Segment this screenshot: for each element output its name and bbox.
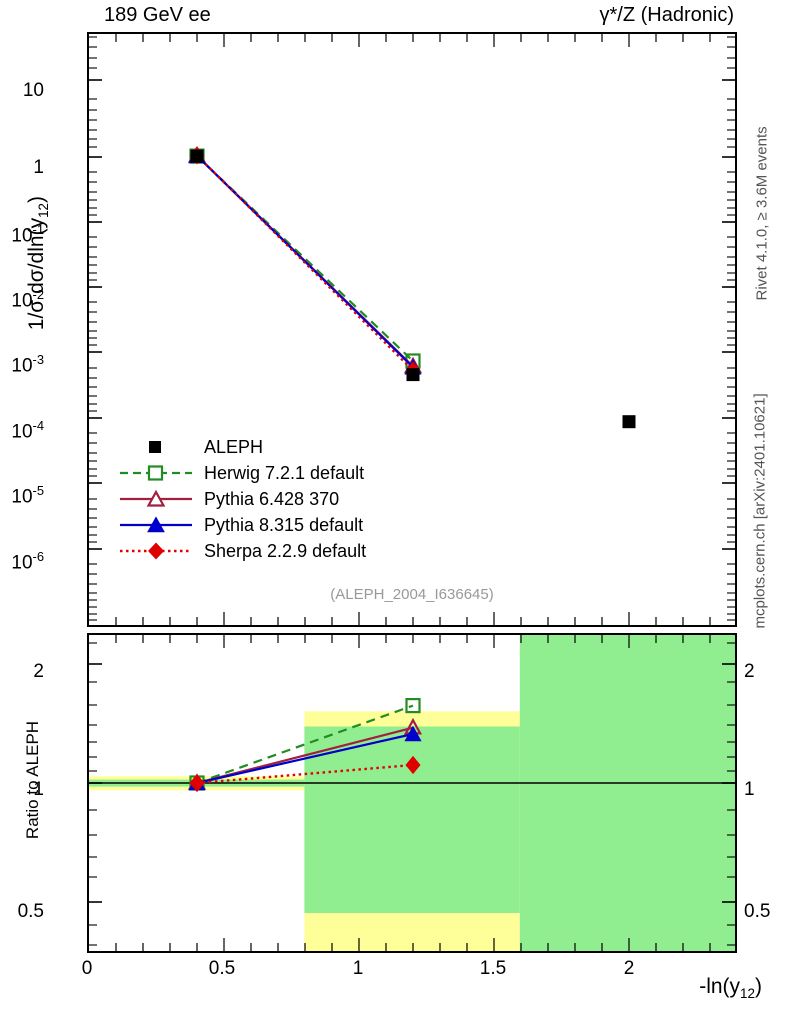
series-pythia8	[188, 147, 422, 375]
main-plot-svg	[89, 34, 735, 625]
xtick-0: 0	[81, 958, 93, 979]
ratio-x-ticks	[115, 635, 711, 951]
legend-label-pythia6: Pythia 6.428 370	[204, 488, 340, 509]
xtick-1: 1	[352, 958, 364, 979]
main-y-axis-label: 1/σ dσ/dln(y12)	[25, 143, 51, 383]
ratio-pythia8-line	[196, 732, 414, 785]
ytick-main-1e-2: 10-2	[11, 287, 44, 312]
main-plot-panel[interactable]	[87, 32, 737, 627]
legend-label-herwig: Herwig 7.2.1 default	[204, 462, 365, 483]
ratio-herwig-marker-1	[405, 697, 421, 714]
y-label-sub: 12	[36, 202, 52, 218]
aleph-marker-point-0	[190, 149, 204, 163]
ytick-ratio-1-right: 1	[744, 779, 755, 800]
legend-label-pythia8: Pythia 8.315 default	[204, 514, 364, 535]
ytick-main-1e-6: 10-6	[11, 549, 44, 574]
legend-key-aleph	[120, 436, 192, 458]
main-y-minor-ticks	[89, 36, 735, 621]
ytick-main-1e-4: 10-4	[11, 418, 44, 443]
x-label-pre: -ln(y	[699, 975, 741, 998]
xtick-05: 0.5	[208, 958, 236, 979]
ytick-ratio-05-left: 0.5	[17, 901, 44, 922]
ratio-herwig-line	[196, 704, 414, 785]
main-x-ticks	[115, 34, 711, 625]
rivet-version-note: Rivet 4.1.0, ≥ 3.6M events	[753, 126, 771, 301]
legend-key-herwig	[120, 462, 192, 484]
ratio-y-minor-ticks	[89, 642, 735, 946]
ratio-uncertainty-bands	[89, 635, 735, 951]
legend-item-herwig[interactable]: Herwig 7.2.1 default	[120, 460, 366, 486]
aleph-marker-point-1	[406, 368, 420, 382]
ytick-ratio-2-left: 2	[33, 661, 44, 682]
ytick-main-1e-3: 10-3	[11, 352, 44, 377]
header-right-label: γ*/Z (Hadronic)	[599, 4, 734, 26]
ytick-main-1e0: 1	[33, 157, 44, 178]
aleph-marker-point-2	[622, 415, 636, 429]
header-left-label: 189 GeV ee	[104, 4, 211, 26]
ratio-sherpa-marker-0	[189, 773, 205, 793]
legend: ALEPH Herwig 7.2.1 default Pythia 6.428 …	[120, 434, 366, 564]
ratio-sherpa-line	[196, 763, 414, 785]
ytick-ratio-05-right: 0.5	[744, 901, 771, 922]
xtick-15: 1.5	[479, 958, 507, 979]
band-green-bin3	[519, 635, 735, 951]
ratio-plot-svg	[89, 635, 735, 951]
ytick-main-1e-1: 10-1	[11, 222, 44, 247]
xtick-2: 2	[623, 958, 635, 979]
ytick-main-1e-5: 10-5	[11, 483, 44, 508]
legend-item-pythia6[interactable]: Pythia 6.428 370	[120, 486, 366, 512]
legend-key-pythia6	[120, 488, 192, 510]
ratio-sherpa-marker-1	[405, 755, 421, 775]
legend-label-sherpa: Sherpa 2.2.9 default	[204, 540, 367, 561]
legend-item-aleph[interactable]: ALEPH	[120, 434, 366, 460]
legend-item-pythia8[interactable]: Pythia 8.315 default	[120, 512, 366, 538]
ytick-ratio-2-right: 2	[744, 661, 755, 682]
ratio-pythia8-marker-1	[404, 725, 422, 742]
legend-key-sherpa	[120, 540, 192, 562]
mcplots-source-note: mcplots.cern.ch [arXiv:2401.10621]	[751, 393, 769, 629]
dataset-watermark: (ALEPH_2004_I636645)	[330, 586, 494, 603]
band-green-bin2	[304, 726, 520, 913]
x-axis-label: -ln(y12)	[699, 975, 762, 1001]
legend-item-sherpa[interactable]: Sherpa 2.2.9 default	[120, 538, 366, 564]
ratio-series-sherpa	[189, 755, 421, 793]
y-label-post: )	[24, 195, 48, 203]
main-y-ticks	[89, 79, 735, 550]
legend-label-aleph: ALEPH	[204, 436, 264, 457]
legend-key-pythia8	[120, 514, 192, 536]
series-aleph	[190, 149, 636, 429]
ratio-plot-panel[interactable]	[87, 633, 737, 953]
ytick-ratio-1-left: 1	[33, 779, 44, 800]
x-label-sub: 12	[740, 986, 755, 1002]
ytick-main-1e1: 10	[22, 80, 44, 101]
ratio-y-major-ticks	[89, 663, 735, 903]
x-label-post: )	[755, 975, 762, 998]
sherpa-line	[196, 154, 414, 372]
